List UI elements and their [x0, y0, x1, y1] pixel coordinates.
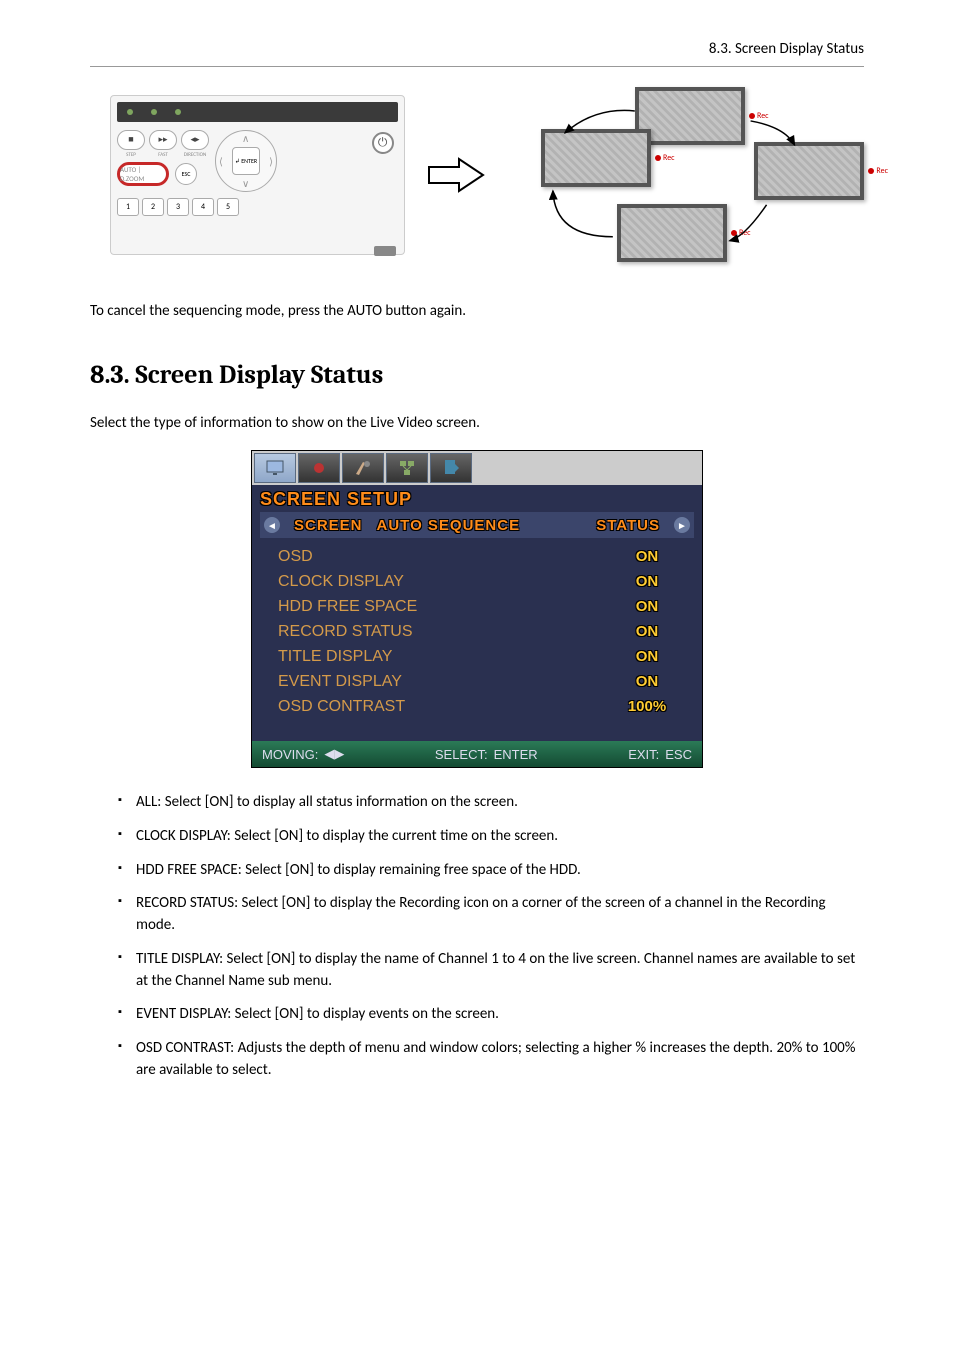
menu-row-event: EVENT DISPLAY ON [278, 669, 684, 694]
menu-row-contrast: OSD CONTRAST 100% [278, 694, 684, 719]
power-icon: ⏻ [372, 132, 394, 154]
bullet-item: EVENT DISPLAY: Select [ON] to display ev… [118, 1004, 864, 1026]
bullet-item: TITLE DISPLAY: Select [ON] to display th… [118, 949, 864, 993]
cycle-arrows-icon [505, 87, 864, 262]
nav-right-icon: ► [674, 517, 690, 533]
nav-left-icon: ◄ [264, 517, 280, 533]
row-label: OSD [278, 548, 313, 566]
menu-body: SCREEN SETUP ◄ SCREEN AUTO SEQUENCE STAT… [252, 485, 702, 741]
page-header: 8.3. Screen Display Status [90, 40, 864, 67]
menu-rows: OSD ON CLOCK DISPLAY ON HDD FREE SPACE O… [260, 542, 694, 723]
section-number: 8.3. [90, 360, 130, 390]
menu-row-hdd: HDD FREE SPACE ON [278, 594, 684, 619]
num-3: 3 [167, 198, 189, 216]
arrow-icon [425, 155, 485, 195]
row-value: ON [610, 598, 684, 615]
row-value: ON [610, 673, 684, 690]
row-label: RECORD STATUS [278, 623, 413, 641]
enter-button: ↲ ENTER [232, 147, 260, 175]
tab-config-icon [342, 453, 384, 483]
tab-network-icon [386, 453, 428, 483]
figure-row: ■ STEP ▸▸ FAST ◂▸ DIRECTION AUT [110, 87, 864, 262]
num-1: 1 [117, 198, 139, 216]
subtab-autoseq: AUTO SEQUENCE [377, 517, 521, 534]
row-value: ON [610, 648, 684, 665]
remote-tab [374, 246, 396, 256]
bullet-item: RECORD STATUS: Select [ON] to display th… [118, 893, 864, 937]
fast-button: ▸▸ [149, 130, 177, 150]
rec-badge: Rec [868, 166, 888, 176]
menu-row-osd: OSD ON [278, 544, 684, 569]
row-value: 100% [610, 698, 684, 715]
tab-tools-icon [430, 453, 472, 483]
footer-moving-icon: ◀▶ [324, 746, 344, 762]
cancel-text: To cancel the sequencing mode, press the… [90, 302, 864, 320]
num-2: 2 [142, 198, 164, 216]
subtab-screen: SCREEN [294, 517, 363, 534]
bullet-item: ALL: Select [ON] to display all status i… [118, 792, 864, 814]
step-button: ■ [117, 130, 145, 150]
subtab-status: STATUS [596, 517, 660, 534]
bullet-item: CLOCK DISPLAY: Select [ON] to display th… [118, 826, 864, 848]
tab-record-icon [298, 453, 340, 483]
intro-text: Select the type of information to show o… [90, 414, 864, 432]
direction-button: ◂▸ [181, 130, 209, 150]
menu-row-clock: CLOCK DISPLAY ON [278, 569, 684, 594]
menu-footer: MOVING: ◀▶ SELECT: ENTER EXIT: ESC [252, 741, 702, 767]
row-label: CLOCK DISPLAY [278, 573, 404, 591]
menu-top-tabs [252, 451, 702, 485]
row-value: ON [610, 623, 684, 640]
tab-screen-icon [254, 453, 296, 483]
screen-setup-menu: SCREEN SETUP ◄ SCREEN AUTO SEQUENCE STAT… [251, 450, 703, 768]
num-5: 5 [217, 198, 239, 216]
remote-panel: ■ STEP ▸▸ FAST ◂▸ DIRECTION AUT [110, 95, 405, 255]
number-row: 1 2 3 4 5 [117, 198, 398, 216]
section-title: Screen Display Status [135, 360, 383, 390]
footer-exit-label: EXIT: [628, 747, 659, 762]
remote-leds [117, 102, 398, 122]
esc-button: ESC [175, 163, 197, 185]
cycle-diagram: Rec Rec Rec Rec [505, 87, 864, 262]
footer-select-value: ENTER [494, 747, 538, 762]
menu-title: SCREEN SETUP [260, 489, 694, 510]
row-value: ON [610, 548, 684, 565]
row-label: EVENT DISPLAY [278, 673, 402, 691]
menu-subtabs: ◄ SCREEN AUTO SEQUENCE STATUS ► [260, 512, 694, 538]
row-label: OSD CONTRAST [278, 698, 405, 716]
footer-exit-value: ESC [665, 747, 692, 762]
num-4: 4 [192, 198, 214, 216]
bullet-item: HDD FREE SPACE: Select [ON] to display r… [118, 860, 864, 882]
dpad: ∧ ∨ ⟨ ⟩ ↲ ENTER [215, 130, 277, 192]
row-label: HDD FREE SPACE [278, 598, 417, 616]
auto-button: AUTO | D.ZOOM [117, 162, 169, 186]
breadcrumb: 8.3. Screen Display Status [709, 40, 864, 58]
menu-row-record: RECORD STATUS ON [278, 619, 684, 644]
section-heading: 8.3. Screen Display Status [90, 360, 864, 390]
footer-select-label: SELECT: [435, 747, 488, 762]
bullet-list: ALL: Select [ON] to display all status i… [90, 792, 864, 1082]
footer-moving-label: MOVING: [262, 747, 318, 762]
bullet-item: OSD CONTRAST: Adjusts the depth of menu … [118, 1038, 864, 1082]
menu-row-title: TITLE DISPLAY ON [278, 644, 684, 669]
row-label: TITLE DISPLAY [278, 648, 392, 666]
row-value: ON [610, 573, 684, 590]
